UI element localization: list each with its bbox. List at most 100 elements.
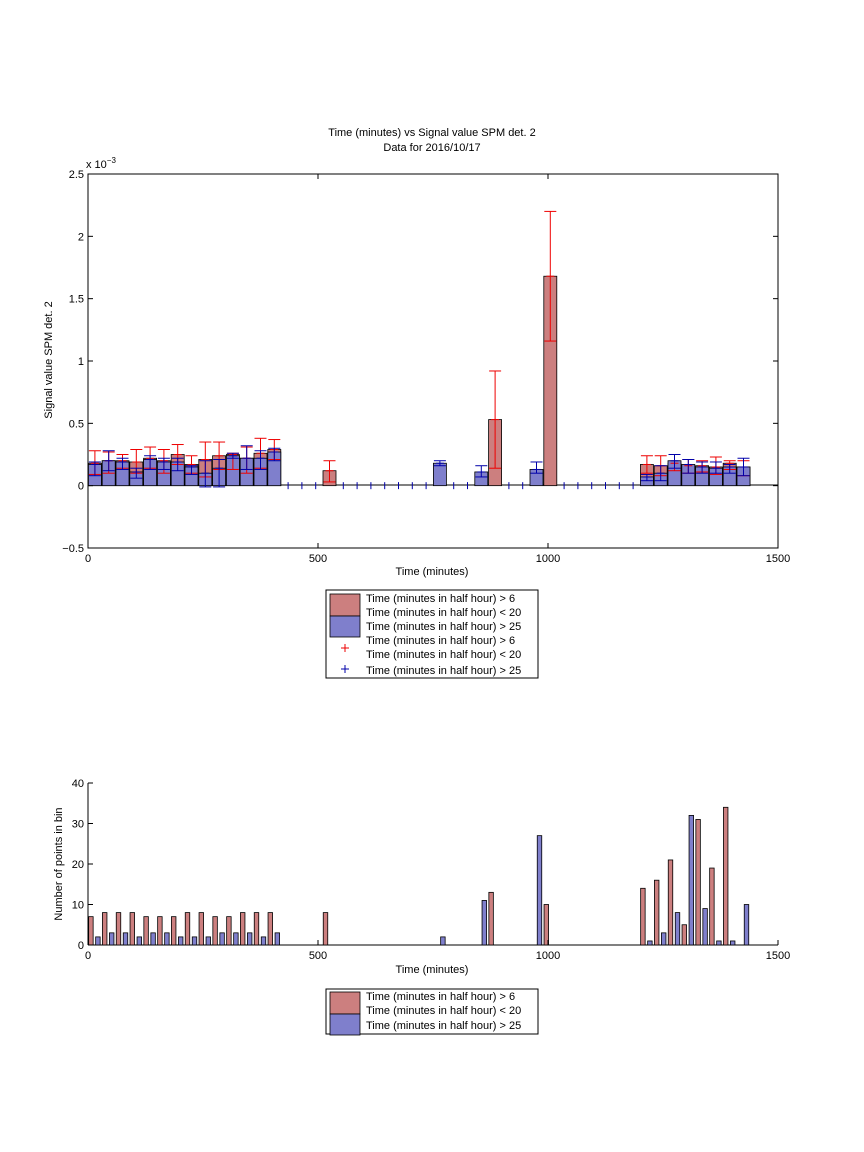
y-tick-label: 20 [72,859,84,871]
y-tick-label: 2 [78,231,84,243]
legend-swatch-red [329,593,361,617]
legend-entry: Time (minutes in half hour) < 20 [366,649,521,661]
blue-count-bar [440,936,446,946]
legend-entry: Time (minutes in half hour) > 6 [366,635,515,647]
legend-entry: Time (minutes in half hour) < 20 [366,1005,521,1017]
legend-entry: Time (minutes in half hour) > 6 [366,991,515,1003]
x-tick-label: 0 [85,553,91,565]
y-axis-label: Number of points in bin [53,807,65,920]
red-count-bar [157,916,163,946]
red-count-bar [723,806,729,946]
blue-count-bar [191,936,198,946]
y-axis-ticks: 0 10 20 30 40 [72,778,93,952]
red-count-bar [88,916,94,946]
legend-box [325,988,539,1035]
blue-count-bar [481,900,487,946]
red-count-bar [198,912,204,946]
legend-swatch-red [329,991,361,1015]
blue-count-bar [688,815,694,946]
x-tick-label: 0 [85,950,91,962]
y-tick-label: 0 [78,481,84,493]
count-chart: 0 500 1000 1500 0 10 20 30 40 Time (minutes) Nu… [53,778,790,1036]
blue-count-bar [136,936,142,946]
signal-chart: Time (minutes) vs Signal value SPM det. … [43,127,790,679]
blue-count-bar [536,835,543,946]
x-axis-label: Time (minutes) [396,566,469,578]
y-tick-label: 0 [78,940,84,952]
y-tick-label: 10 [72,900,84,912]
zero-markers [287,482,634,490]
red-count-bar [143,916,149,946]
chart-subtitle: Data for 2016/10/17 [383,142,480,154]
blue-count-bar [702,908,708,946]
legend-entry: Time (minutes in half hour) > 6 [366,593,515,605]
y-tick-label: −0.5 [62,543,84,555]
x-tick-label: 1500 [766,553,790,565]
legend-entry: Time (minutes in half hour) > 25 [366,621,521,633]
blue-count-bar [205,936,211,946]
red-count-bar [695,819,701,946]
legend-entry: Time (minutes in half hour) > 25 [366,1020,521,1032]
x-tick-label: 500 [309,950,327,962]
blue-count-bar [150,932,156,946]
legend-entry: Time (minutes in half hour) > 25 [366,665,521,677]
red-count-bar [129,912,135,946]
blue-count-bar [178,936,184,946]
blue-bar-series [95,815,750,946]
red-count-bar [640,887,646,946]
red-count-bar [212,916,218,946]
red-count-bar [322,912,329,946]
plot-area [87,173,779,549]
blue-count-bar [743,904,750,946]
red-count-bar [240,912,246,946]
blue-bar [432,462,447,487]
x-tick-label: 1000 [536,950,560,962]
red-count-bar [253,912,260,946]
blue-count-bar [716,940,722,946]
y-tick-label: 30 [72,819,84,831]
y-axis-ticks: −0.5 0 0.5 1 1.5 2 2.5 [62,169,778,555]
y-tick-label: 1.5 [69,294,84,306]
blue-count-bar [233,932,239,946]
x-axis-label: Time (minutes) [396,964,469,976]
legend-swatch-blue [329,615,361,638]
red-count-bar [184,912,191,946]
x-tick-label: 500 [309,553,327,565]
blue-count-bar [109,932,115,946]
blue-count-bar [219,932,225,946]
blue-count-bar [661,932,667,946]
red-count-bar [226,916,232,946]
blue-count-bar [674,912,681,946]
red-bar-series [88,806,729,946]
legend-entry: Time (minutes in half hour) < 20 [366,607,521,619]
red-count-bar [115,912,122,946]
blue-count-bar [247,932,253,946]
y-exponent-label: x 10−3 [86,156,116,171]
blue-count-bar [164,932,170,946]
red-count-bar [171,916,177,946]
x-tick-label: 1000 [536,553,560,565]
blue-count-bar [95,936,101,946]
x-axis-ticks: 0 500 1000 1500 [85,174,790,565]
red-count-bar [102,912,108,946]
blue-count-bar [260,936,267,946]
red-count-bar [488,891,494,946]
y-tick-label: 1 [78,356,84,368]
y-tick-label: 2.5 [69,169,84,181]
legend-swatch-blue [329,1013,361,1036]
y-axis-label: Signal value SPM det. 2 [43,301,55,418]
y-tick-label: 0.5 [69,418,84,430]
blue-count-bar [122,932,129,946]
red-count-bar [709,867,715,946]
x-tick-label: 1500 [766,950,790,962]
legend-box [325,589,539,679]
red-count-bar [681,924,687,946]
legend: Time (minutes in half hour) > 6 Time (mi… [325,988,539,1036]
red-count-bar [543,904,549,946]
blue-count-bar [274,932,280,946]
blue-count-bar [647,940,653,946]
red-count-bar [654,879,660,946]
blue-error-bars [88,445,750,488]
legend-marker-red [341,644,349,652]
